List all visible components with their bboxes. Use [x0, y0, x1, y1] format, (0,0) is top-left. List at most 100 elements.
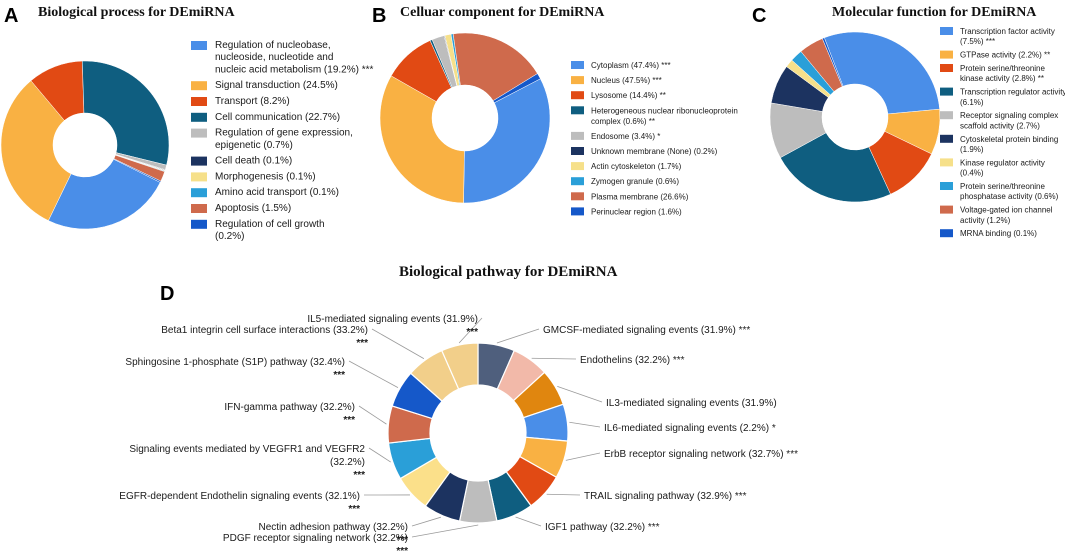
legend-item-c-6: Cytoskeletal protein binding(1.9%)	[940, 134, 1058, 154]
pathway-label-text: GMCSF-mediated signaling events (31.9%) …	[543, 325, 750, 336]
pathway-label-2: Endothelins (32.2%) ***	[531, 355, 685, 366]
legend-swatch	[191, 156, 207, 166]
pathway-label-text: IFN-gamma pathway (32.2%)	[224, 402, 355, 413]
pathway-label-7: IGF1 pathway (32.2%) ***	[515, 516, 660, 533]
legend-label-line: Amino acid transport (0.1%)	[215, 187, 339, 198]
leader-line	[496, 328, 540, 344]
legend-label-line: Apoptosis (1.5%)	[215, 203, 291, 214]
legend-item-b-8: Zymogen granule (0.6%)	[571, 177, 679, 186]
leader-line	[358, 405, 387, 425]
legend-label-line: Regulation of gene expression,	[215, 128, 353, 139]
pathway-label-5: ErbB receptor signaling network (32.7%) …	[565, 449, 798, 461]
legend-label-line: Protein serine/threonine	[960, 64, 1045, 73]
legend-item-b-5: Endosome (3.4%) *	[571, 131, 660, 141]
legend-label-line: GTPase activity (2.2%) **	[960, 51, 1050, 60]
donut-chart-a	[0, 60, 170, 230]
panel-a-title: Biological process for DEmiRNA	[38, 5, 236, 20]
leader-line	[348, 360, 399, 388]
panel-d-title: Biological pathway for DEmiRNA	[399, 264, 618, 280]
leader-line	[531, 357, 577, 360]
leader-line	[411, 516, 442, 527]
legend-swatch	[571, 192, 584, 201]
legend-swatch	[571, 131, 584, 140]
legend-label-line: Unknown membrane (None) (0.2%)	[591, 147, 718, 156]
legend-label-line: (1.9%)	[960, 145, 984, 154]
legend-swatch	[940, 50, 953, 59]
panel-a: A Biological process for DEmiRNA Regulat…	[0, 5, 374, 242]
legend-item-c-4: Transcription regulator activity(6.1%)	[940, 87, 1065, 107]
legend-swatch	[940, 64, 953, 72]
legend-swatch	[191, 41, 207, 50]
legend-label-line: Nucleus (47.5%) ***	[591, 76, 662, 85]
legend-label-line: kinase activity (2.8%) **	[960, 74, 1044, 83]
legend-item-b-6: Unknown membrane (None) (0.2%)	[571, 147, 718, 156]
legend-swatch	[571, 207, 584, 216]
labels-d: GMCSF-mediated signaling events (31.9%) …	[119, 314, 798, 554]
donut-hole-d	[430, 385, 526, 481]
donut-chart-b	[379, 32, 551, 204]
legend-label-line: Transport (8.2%)	[215, 96, 290, 107]
legend-item-b-1: Cytoplasm (47.4%) ***	[571, 61, 671, 70]
pathway-label-text: IL3-mediated signaling events (31.9%)	[606, 398, 777, 409]
legend-item-b-4: Heterogeneous nuclear ribonucleoprotein c…	[571, 106, 738, 126]
pathway-label-text: Nectin adhesion pathway (32.2%)	[258, 522, 408, 533]
legend-label-line: scaffold activity (2.7%)	[960, 121, 1040, 130]
panel-letter-a: A	[4, 5, 18, 27]
legend-item-a-9: Apoptosis (1.5%)	[191, 203, 291, 214]
donut-hole-b	[432, 85, 498, 151]
legend-label-line: Kinase regulator activity	[960, 158, 1045, 167]
legend-label-line: Receptor signaling complex	[960, 111, 1058, 120]
legend-label-line: Cytoplasm (47.4%) ***	[591, 61, 671, 70]
legend-label-line: Signal transduction (24.5%)	[215, 80, 338, 91]
legend-label-line: Lysosome (14.4%) **	[591, 91, 666, 100]
legend-swatch	[571, 106, 584, 115]
pathway-label-15: IL5-mediated signaling events (31.9%) ***	[307, 314, 483, 344]
legend-item-b-10: Perinuclear region (1.6%)	[571, 207, 682, 216]
panel-d: Biological pathway for DEmiRNA D GMCSF-m…	[119, 264, 798, 554]
leader-line	[569, 421, 601, 428]
legend-label-line: Regulation of nucleobase,	[215, 40, 331, 51]
donut-hole-a	[53, 113, 117, 177]
legend-label-line: (6.1%)	[960, 98, 984, 107]
legend-item-a-10: Regulation of cell growth(0.2%)	[191, 219, 325, 242]
leader-line	[368, 447, 391, 463]
legend-swatch	[571, 76, 584, 85]
legend-a: Regulation of nucleobase,nucleoside, nuc…	[191, 40, 374, 242]
legend-swatch	[191, 172, 207, 182]
pathway-label-text: EGFR-dependent Endothelin signaling even…	[119, 491, 360, 502]
legend-item-a-8: Amino acid transport (0.1%)	[191, 187, 339, 198]
legend-label-line: Perinuclear region (1.6%)	[591, 207, 682, 216]
pathway-label-1: GMCSF-mediated signaling events (31.9%) …	[496, 325, 750, 344]
legend-label-line: Cell communication (22.7%)	[215, 112, 340, 123]
panel-letter-d: D	[160, 283, 174, 305]
legend-label-line: Endosome (3.4%) *	[591, 132, 660, 141]
pathway-label-text: Sphingosine 1-phosphate (S1P) pathway (3…	[125, 357, 345, 368]
legend-label-line: Protein serine/threonine	[960, 182, 1045, 191]
legend-item-b-9: Plasma membrane (26.6%)	[571, 192, 689, 201]
legend-item-b-2: Nucleus (47.5%) ***	[571, 76, 662, 85]
legend-b: Cytoplasm (47.4%) *** Nucleus (47.5%) ***…	[571, 61, 738, 216]
legend-swatch	[571, 162, 584, 171]
pathway-label-text: IL6-mediated signaling events (2.2%) *	[604, 423, 776, 434]
panel-b-title: Celluar component for DEmiRNA	[400, 5, 605, 20]
significance-marker: ***	[333, 370, 345, 381]
legend-label-line: Zymogen granule (0.6%)	[591, 177, 679, 186]
legend-swatch	[940, 111, 953, 120]
legend-label-line: nucleoside, nucleotide and	[215, 52, 333, 63]
legend-swatch	[191, 97, 207, 106]
pathway-label-text: IL5-mediated signaling events (31.9%)	[307, 314, 478, 325]
pathway-label-14: Beta1 integrin cell surface interactions…	[161, 325, 425, 359]
legend-item-c-7: Kinase regulator activity (0.4%)	[940, 158, 1045, 178]
legend-item-a-1: Regulation of nucleobase,nucleoside, nuc…	[191, 40, 374, 75]
panel-letter-b: B	[372, 5, 386, 27]
legend-swatch	[940, 158, 953, 167]
significance-marker: ***	[348, 504, 360, 515]
legend-swatch	[191, 219, 207, 229]
legend-swatch	[191, 81, 207, 91]
panel-c: C Molecular function for DEmiRNA Transcr…	[752, 5, 1065, 238]
pathway-label-text: Signaling events mediated by VEGFR1 and …	[129, 444, 365, 455]
donut-chart-c	[769, 31, 941, 203]
